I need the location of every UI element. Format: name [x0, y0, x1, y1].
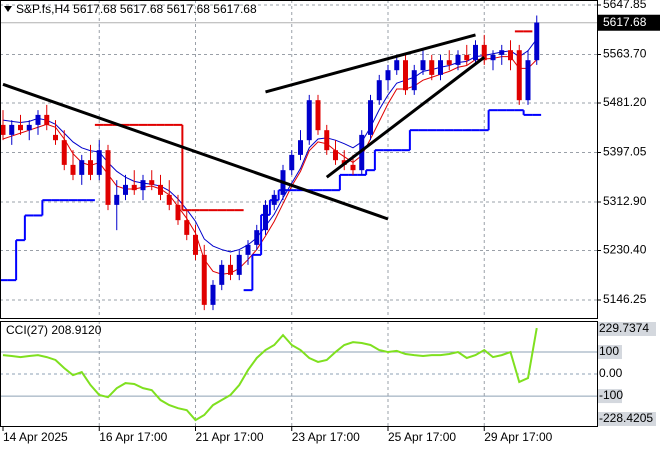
candle-body — [0, 124, 6, 135]
level-label-box — [598, 389, 622, 404]
candle-body — [53, 134, 58, 141]
candle-body — [534, 22, 540, 61]
candle-body — [131, 184, 137, 191]
trendline — [2, 82, 389, 221]
candle-body — [175, 204, 181, 221]
main-panel-frame — [0, 0, 598, 319]
candle-body — [333, 150, 338, 161]
candle-body — [140, 180, 146, 191]
candle-body — [184, 220, 190, 235]
y-tick-label: 100 — [599, 344, 619, 358]
level-label-box — [598, 322, 656, 336]
candle-body — [79, 160, 85, 175]
y-tick-label: 5563.70 — [603, 47, 647, 61]
candle-body — [228, 264, 233, 275]
candle-body — [315, 100, 321, 131]
candle-body — [158, 184, 163, 195]
candle-body — [324, 130, 330, 151]
y-tick-label: -100 — [599, 388, 623, 402]
candle-body — [201, 254, 207, 305]
x-tick-label: 21 Apr 17:00 — [196, 430, 264, 444]
x-tick-label: 16 Apr 17:00 — [99, 430, 167, 444]
y-tick-label: 5397.05 — [603, 145, 647, 159]
candle-body — [411, 70, 417, 91]
level-label-box — [598, 412, 656, 426]
candle-body — [490, 54, 496, 61]
candle-body — [236, 254, 242, 275]
candle-body — [166, 194, 172, 205]
y-tick-label: 5312.90 — [603, 194, 647, 208]
cci-panel-frame — [0, 321, 598, 427]
last-price-label: 5617.68 — [603, 15, 647, 29]
x-tick-label: 29 Apr 17:00 — [484, 430, 552, 444]
candle-body — [114, 194, 120, 205]
candle-body — [44, 114, 50, 125]
candle-body — [376, 80, 382, 101]
candle-body — [149, 180, 155, 185]
candle-body — [508, 50, 513, 61]
candle-body — [26, 124, 32, 131]
symbol-header: S&P.fs,H4 5617.68 5617.68 5617.68 5617.6… — [16, 2, 257, 16]
cci-line — [2, 327, 538, 422]
candle-body — [473, 44, 478, 61]
candle-body — [455, 54, 461, 65]
y-tick-label: 5146.25 — [603, 292, 647, 306]
trendline — [265, 33, 476, 94]
candle-body — [61, 140, 67, 165]
moving-average — [2, 38, 538, 253]
candle-body — [271, 194, 277, 205]
candle-body — [350, 164, 356, 171]
candle-body — [18, 124, 23, 131]
candle-body — [481, 44, 487, 61]
candle-body — [105, 150, 111, 205]
candle-body — [263, 204, 268, 231]
x-tick-label: 14 Apr 2025 — [3, 430, 68, 444]
x-tick-label: 23 Apr 17:00 — [292, 430, 360, 444]
candle-body — [70, 164, 76, 175]
last-price-box — [598, 14, 660, 31]
candle-body — [9, 124, 15, 135]
candle-body — [298, 140, 303, 155]
candle-body — [306, 100, 312, 141]
candle-body — [499, 50, 505, 55]
candle-body — [420, 60, 426, 71]
candle-body — [464, 54, 470, 61]
symbol-menu-icon[interactable] — [4, 6, 12, 12]
y-tick-label: 5230.40 — [603, 243, 647, 257]
cci-header: CCI(27) 208.9120 — [6, 323, 102, 337]
y-tick-label: 229.7374 — [599, 321, 649, 335]
candle-body — [210, 284, 216, 305]
candle-body — [403, 60, 408, 91]
candle-body — [368, 100, 373, 135]
y-tick-label: 5481.20 — [603, 95, 647, 109]
candle-body — [123, 184, 128, 195]
candle-body — [446, 60, 452, 65]
trendline — [325, 56, 486, 179]
level-label-box — [598, 345, 622, 360]
candle-body — [88, 160, 93, 175]
candle-body — [385, 70, 391, 81]
candle-body — [254, 230, 260, 245]
candle-body — [516, 50, 522, 101]
candle-body — [394, 60, 400, 71]
candle-body — [96, 150, 102, 175]
y-tick-label: 0.00 — [599, 366, 623, 380]
candle-body — [438, 60, 443, 75]
candle-body — [525, 60, 531, 101]
candle-body — [193, 234, 198, 255]
y-tick-label: -228.4205 — [599, 411, 653, 425]
candle-body — [219, 264, 225, 285]
candle-body — [429, 60, 435, 75]
candle-body — [289, 154, 295, 171]
candle-body — [359, 134, 365, 171]
candle-body — [245, 244, 251, 255]
candle-body — [35, 114, 41, 125]
x-tick-label: 25 Apr 17:00 — [388, 430, 456, 444]
y-tick-label: 5647.85 — [603, 0, 647, 11]
